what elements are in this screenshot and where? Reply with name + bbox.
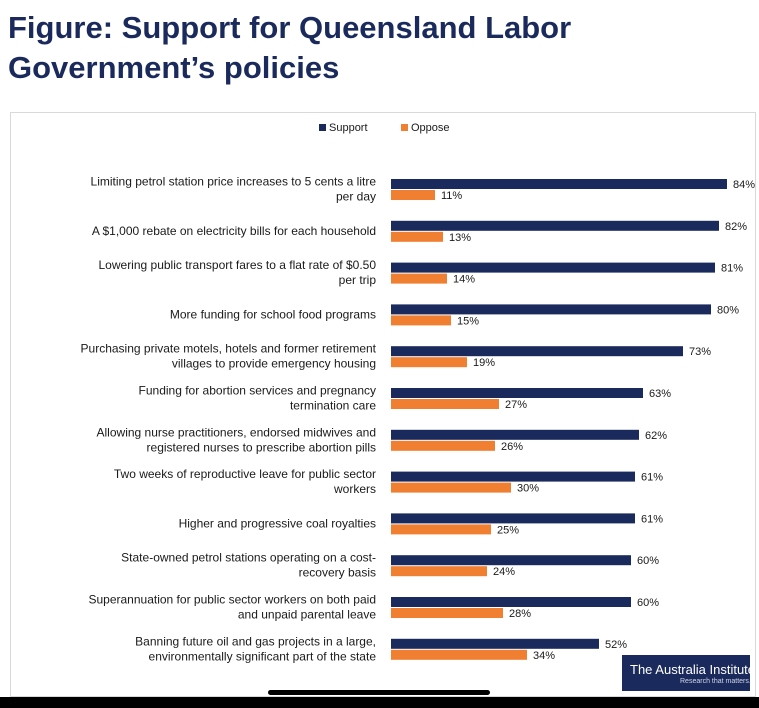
support-value-label: 60% bbox=[637, 597, 659, 609]
category-label: Funding for abortion services and pregna… bbox=[139, 384, 376, 398]
logo-text: The Australia Institute bbox=[630, 662, 756, 677]
oppose-bar bbox=[391, 649, 527, 660]
oppose-value-label: 24% bbox=[493, 566, 515, 578]
support-value-label: 81% bbox=[721, 263, 743, 275]
oppose-value-label: 14% bbox=[453, 274, 475, 286]
support-value-label: 63% bbox=[649, 388, 671, 400]
category-label: Banning future oil and gas projects in a… bbox=[135, 634, 376, 648]
oppose-bar bbox=[391, 190, 435, 200]
oppose-value-label: 28% bbox=[509, 608, 531, 620]
oppose-bar bbox=[391, 315, 451, 326]
category-label: Higher and progressive coal royalties bbox=[179, 516, 376, 530]
category-label: Allowing nurse practitioners, endorsed m… bbox=[97, 425, 376, 439]
oppose-bar bbox=[391, 566, 487, 577]
support-bar bbox=[391, 555, 631, 566]
category-label: A $1,000 rebate on electricity bills for… bbox=[92, 224, 376, 238]
support-bar bbox=[391, 346, 683, 357]
support-bar bbox=[391, 471, 635, 482]
support-value-label: 60% bbox=[637, 555, 659, 567]
support-value-label: 84% bbox=[733, 179, 755, 191]
category-label: More funding for school food programs bbox=[170, 307, 376, 321]
category-label: and unpaid parental leave bbox=[238, 608, 376, 622]
bottom-band bbox=[0, 697, 759, 708]
category-label: Purchasing private motels, hotels and fo… bbox=[81, 342, 377, 356]
support-value-label: 80% bbox=[717, 304, 739, 316]
legend-label-support: Support bbox=[329, 122, 368, 134]
bar-chart: Support Oppose Limiting petrol station pri… bbox=[81, 122, 755, 663]
support-bar bbox=[391, 597, 631, 607]
oppose-bar bbox=[391, 399, 499, 409]
oppose-bar bbox=[391, 231, 443, 242]
oppose-bar bbox=[391, 357, 467, 368]
category-label: environmentally significant part of the … bbox=[149, 649, 377, 663]
support-bar bbox=[391, 388, 643, 398]
oppose-bar bbox=[391, 608, 503, 618]
australia-institute-logo: The Australia Institute Research that ma… bbox=[622, 655, 755, 691]
support-bar bbox=[391, 429, 639, 440]
support-value-label: 73% bbox=[689, 346, 711, 358]
category-label: Lowering public transport fares to a fla… bbox=[99, 258, 377, 272]
support-bar bbox=[391, 513, 635, 524]
oppose-bar bbox=[391, 482, 511, 493]
page-title-line-2: Government’s policies bbox=[8, 50, 340, 85]
oppose-value-label: 15% bbox=[457, 315, 479, 327]
category-label: registered nurses to prescribe abortion … bbox=[147, 440, 376, 454]
oppose-value-label: 13% bbox=[449, 232, 471, 244]
logo-tagline: Research that matters. bbox=[680, 678, 751, 685]
page-title-line-1: Figure: Support for Queensland Labor bbox=[8, 10, 572, 45]
chart-frame: Support Oppose Limiting petrol station pri… bbox=[10, 112, 756, 697]
legend-swatch-support bbox=[319, 124, 326, 131]
support-bar bbox=[391, 638, 599, 649]
category-label: recovery basis bbox=[299, 566, 376, 580]
support-bar bbox=[391, 304, 711, 315]
oppose-value-label: 34% bbox=[533, 650, 555, 662]
support-value-label: 61% bbox=[641, 472, 663, 484]
support-value-label: 82% bbox=[725, 221, 747, 233]
oppose-value-label: 11% bbox=[441, 190, 462, 202]
category-label: per day bbox=[336, 190, 376, 204]
support-value-label: 62% bbox=[645, 430, 667, 442]
category-label: State-owned petrol stations operating on… bbox=[121, 551, 376, 565]
category-label: Limiting petrol station price increases … bbox=[91, 175, 377, 189]
legend-swatch-oppose bbox=[401, 124, 408, 131]
category-label: Two weeks of reproductive leave for publ… bbox=[114, 467, 376, 481]
support-bar bbox=[391, 179, 727, 189]
legend-label-oppose: Oppose bbox=[411, 122, 450, 134]
oppose-value-label: 27% bbox=[505, 399, 527, 411]
category-label: termination care bbox=[290, 399, 376, 413]
support-value-label: 52% bbox=[605, 639, 627, 651]
category-label: Superannuation for public sector workers… bbox=[88, 593, 376, 607]
oppose-bar bbox=[391, 524, 491, 535]
oppose-value-label: 25% bbox=[497, 524, 519, 536]
category-label: per trip bbox=[339, 273, 377, 287]
oppose-value-label: 30% bbox=[517, 483, 539, 495]
oppose-value-label: 26% bbox=[501, 441, 523, 453]
oppose-bar bbox=[391, 273, 447, 284]
support-bar bbox=[391, 262, 715, 273]
home-indicator[interactable] bbox=[268, 690, 490, 695]
support-value-label: 61% bbox=[641, 513, 663, 525]
oppose-value-label: 19% bbox=[473, 357, 495, 369]
page-title: Figure: Support for Queensland Labor Gov… bbox=[8, 8, 728, 88]
oppose-bar bbox=[391, 440, 495, 451]
support-bar bbox=[391, 220, 719, 231]
category-label: workers bbox=[333, 482, 376, 496]
category-label: villages to provide emergency housing bbox=[172, 357, 376, 371]
